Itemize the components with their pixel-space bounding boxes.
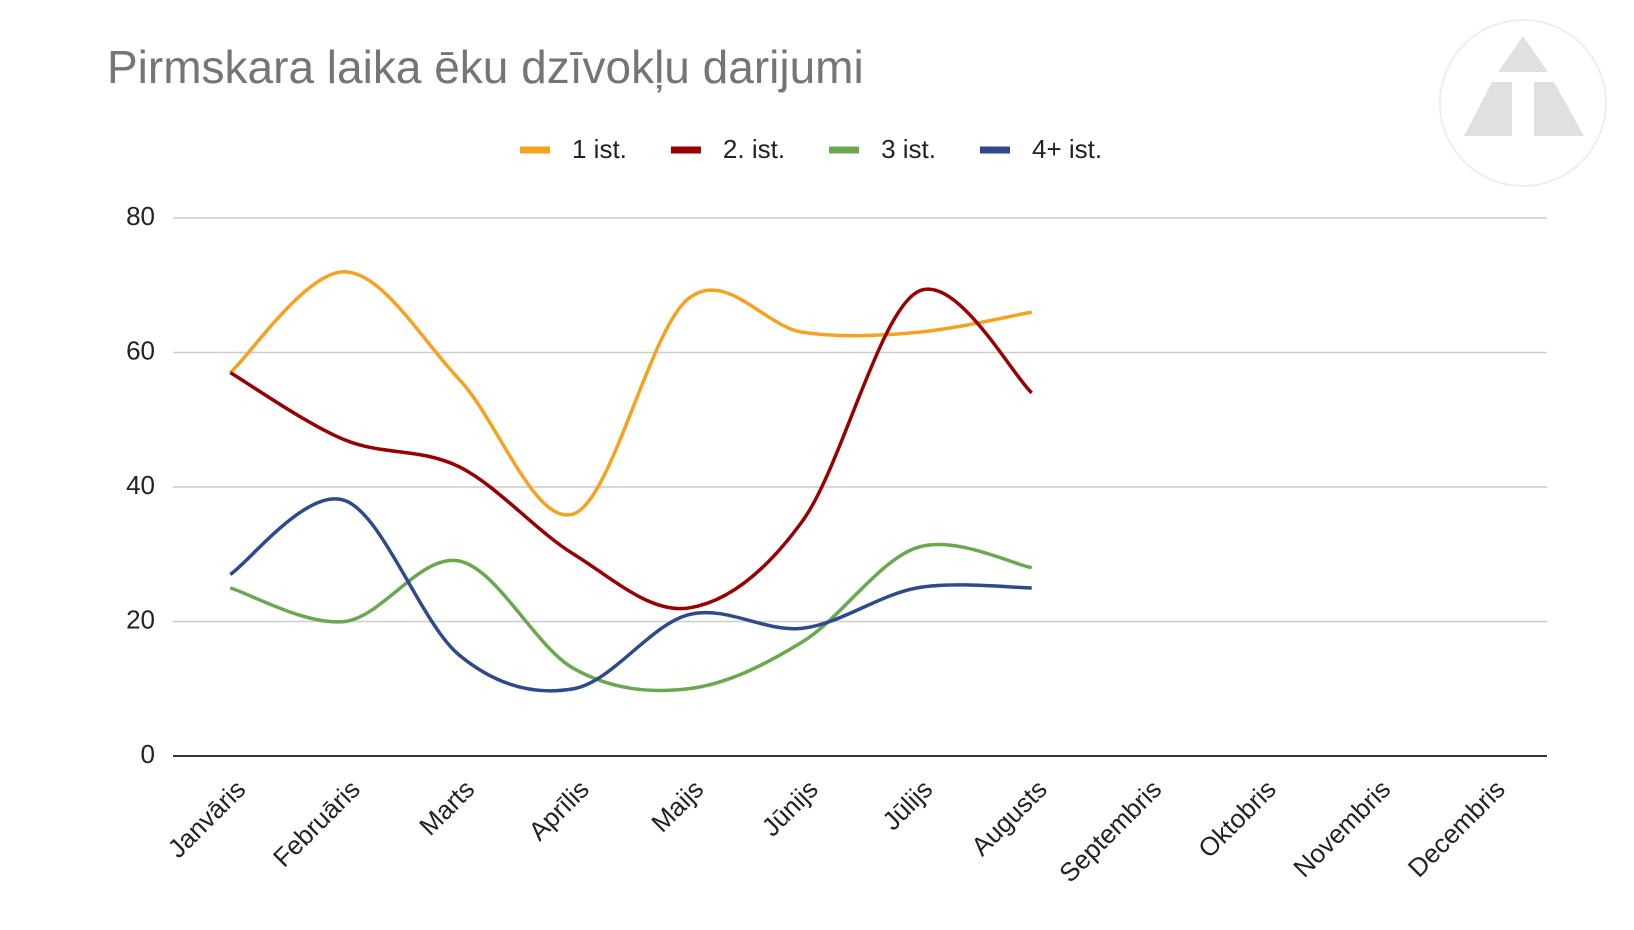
chart-title: Pirmskara laika ēku dzīvokļu darijumi [107, 41, 864, 93]
x-tick-label: Jūnijs [756, 774, 824, 842]
y-tick-label: 60 [126, 335, 155, 365]
x-tick-label: Novembris [1287, 774, 1396, 883]
series-line [229, 497, 1032, 693]
x-tick-label: Marts [413, 774, 480, 841]
x-tick-label: Aprīlis [523, 774, 595, 846]
legend-label: 3 ist. [881, 134, 936, 164]
x-tick-label: Maijs [645, 774, 709, 838]
y-tick-label: 40 [126, 470, 155, 500]
y-tick-label: 20 [126, 604, 155, 634]
legend-label: 4+ ist. [1032, 134, 1102, 164]
legend-label: 1 ist. [572, 134, 627, 164]
x-tick-label: Augusts [965, 774, 1053, 862]
legend-label: 2. ist. [723, 134, 785, 164]
logo [1439, 19, 1607, 187]
x-tick-label: Februāris [267, 774, 366, 873]
x-tick-label: Septembris [1053, 774, 1167, 888]
y-tick-label: 80 [126, 201, 155, 231]
y-tick-label: 0 [141, 739, 155, 769]
x-tick-label: Janvāris [162, 774, 252, 864]
x-tick-label: Oktobris [1192, 774, 1282, 864]
series-line [229, 270, 1033, 517]
x-tick-label: Decembris [1402, 774, 1511, 883]
series-line [229, 287, 1033, 611]
x-tick-label: Jūlijs [876, 774, 938, 836]
series-line [229, 542, 1033, 693]
